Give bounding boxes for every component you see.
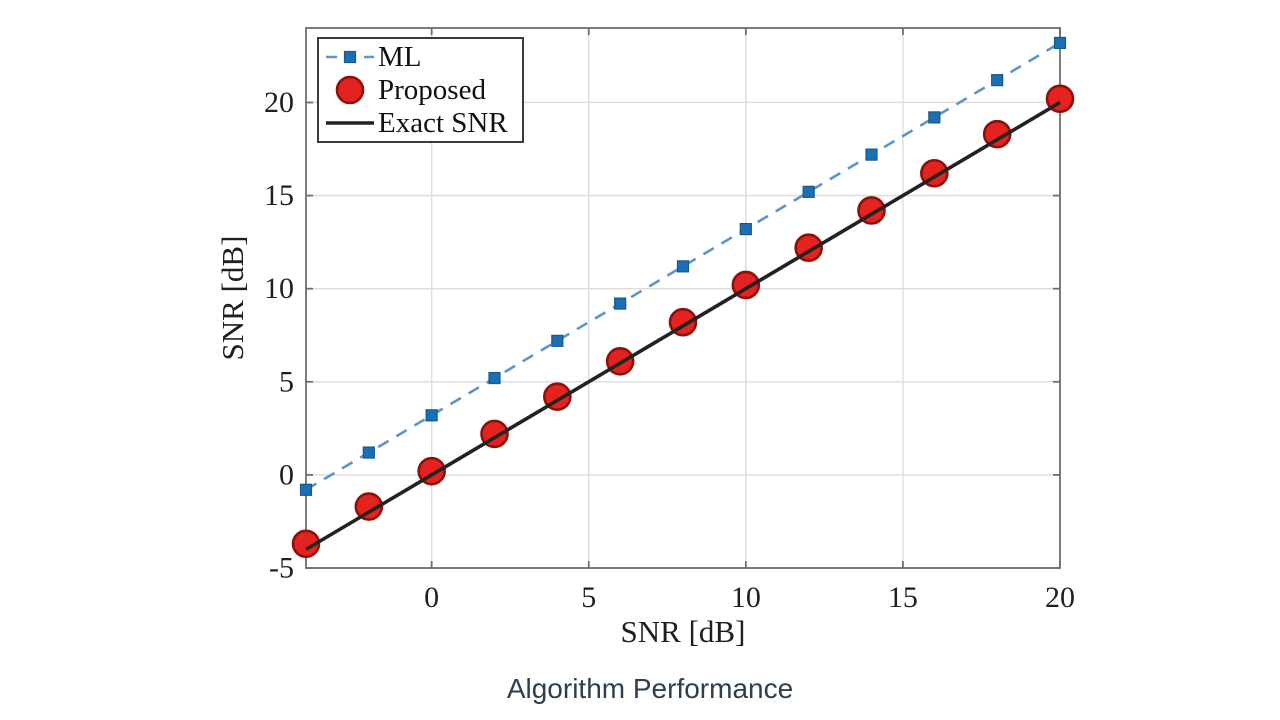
proposed-marker (291, 529, 321, 559)
y-tick-label: 15 (264, 179, 294, 212)
x-tick-label: 10 (731, 581, 761, 614)
x-tick-label: 0 (424, 581, 439, 614)
y-axis-title: SNR [dB] (215, 236, 250, 361)
ml-marker (928, 111, 941, 124)
chart-caption: Algorithm Performance (506, 673, 794, 704)
y-tick-label: 10 (264, 272, 294, 305)
legend-marker-ml (343, 50, 357, 64)
ml-marker (865, 148, 878, 161)
proposed-marker (982, 119, 1012, 149)
ml-marker (362, 446, 375, 459)
proposed-marker (354, 492, 384, 521)
ml-marker (551, 334, 564, 347)
ml-marker (425, 409, 438, 422)
legend-marker-proposed (335, 75, 365, 105)
x-tick-label: 5 (581, 581, 596, 614)
snr-chart: 0 5 10 15 20 -5 0 5 10 15 20 SNR [dB] SNR [dB] MLProp… (215, 27, 1075, 649)
ml-marker (1053, 36, 1067, 49)
x-tick-label: 15 (888, 581, 918, 614)
y-tick-label: 5 (279, 365, 294, 398)
ml-marker (991, 74, 1004, 87)
ml-marker (488, 371, 501, 385)
x-tick-label: 20 (1045, 581, 1075, 614)
series-exact-snr-line (305, 100, 1061, 551)
ml-marker (299, 483, 313, 496)
ml-marker (676, 260, 690, 273)
ml-marker (614, 297, 627, 310)
x-axis-title: SNR [dB] (621, 614, 746, 649)
plot-box (305, 27, 1061, 569)
legend-label-ml: ML (378, 41, 422, 73)
y-tick-label: 0 (279, 458, 294, 491)
ml-marker (802, 185, 815, 198)
y-tick-label: -5 (269, 552, 294, 585)
ml-marker (739, 223, 752, 236)
y-tick-label: 20 (264, 86, 294, 119)
legend-label-proposed: Proposed (378, 74, 486, 106)
legend-label-exact-snr: Exact SNR (378, 107, 508, 139)
